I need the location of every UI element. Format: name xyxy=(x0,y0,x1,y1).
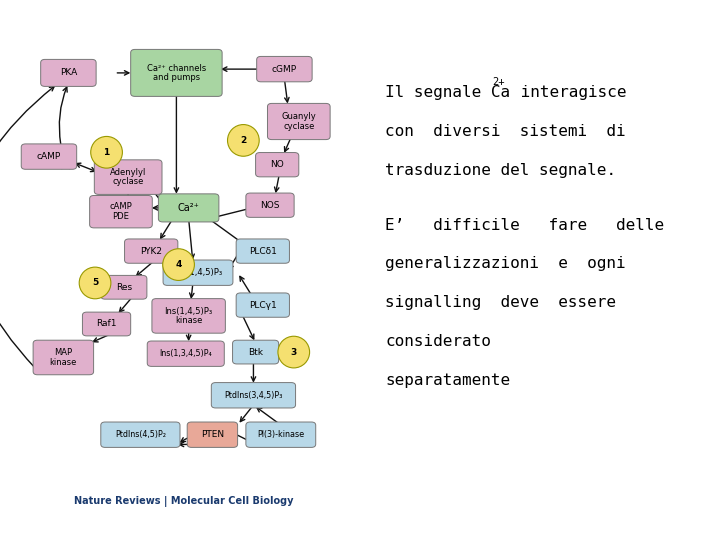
Text: PtdIns(3,4,5)P₃: PtdIns(3,4,5)P₃ xyxy=(224,391,283,400)
FancyBboxPatch shape xyxy=(246,422,316,447)
Text: 2: 2 xyxy=(240,136,246,145)
Text: PKA: PKA xyxy=(60,69,77,77)
Text: MAP
kinase: MAP kinase xyxy=(50,348,77,367)
Text: Ins(1,4,5)P₃: Ins(1,4,5)P₃ xyxy=(174,268,222,277)
FancyBboxPatch shape xyxy=(236,239,289,263)
Text: cGMP: cGMP xyxy=(272,65,297,73)
FancyBboxPatch shape xyxy=(233,340,279,364)
FancyBboxPatch shape xyxy=(212,382,296,408)
Text: Guanyly
cyclase: Guanyly cyclase xyxy=(282,112,316,131)
Text: NOS: NOS xyxy=(260,201,280,210)
FancyBboxPatch shape xyxy=(40,59,96,86)
FancyBboxPatch shape xyxy=(158,194,219,222)
Text: 2+: 2+ xyxy=(492,77,504,87)
Text: NO: NO xyxy=(270,160,284,169)
FancyBboxPatch shape xyxy=(256,152,299,177)
Ellipse shape xyxy=(91,137,122,168)
FancyBboxPatch shape xyxy=(268,104,330,139)
Text: interagisce: interagisce xyxy=(511,85,626,100)
FancyBboxPatch shape xyxy=(152,299,225,333)
Text: PTEN: PTEN xyxy=(201,430,224,439)
FancyBboxPatch shape xyxy=(125,239,178,263)
Text: 5: 5 xyxy=(92,279,98,287)
Ellipse shape xyxy=(228,125,259,156)
Text: separatamente: separatamente xyxy=(385,373,510,388)
Text: considerato: considerato xyxy=(385,334,491,349)
FancyBboxPatch shape xyxy=(131,50,222,96)
Ellipse shape xyxy=(79,267,111,299)
FancyBboxPatch shape xyxy=(94,160,162,194)
Text: PI(3)-kinase: PI(3)-kinase xyxy=(257,430,305,439)
Text: Ca²⁺: Ca²⁺ xyxy=(178,203,199,213)
Text: Ins(1,4,5)P₃
kinase: Ins(1,4,5)P₃ kinase xyxy=(165,307,212,325)
Text: 1: 1 xyxy=(104,148,109,157)
Text: Btk: Btk xyxy=(248,348,263,356)
Text: Res: Res xyxy=(116,283,132,292)
FancyBboxPatch shape xyxy=(257,56,312,82)
Text: Ins(1,3,4,5)P₄: Ins(1,3,4,5)P₄ xyxy=(159,349,212,358)
Text: E’   difficile   fare   delle: E’ difficile fare delle xyxy=(385,218,665,233)
Text: trasduzione del segnale.: trasduzione del segnale. xyxy=(385,163,616,178)
Text: 4: 4 xyxy=(176,260,181,269)
FancyBboxPatch shape xyxy=(163,260,233,285)
Text: Adenylyl
cyclase: Adenylyl cyclase xyxy=(110,168,146,186)
Text: PtdIns(4,5)P₂: PtdIns(4,5)P₂ xyxy=(115,430,166,439)
FancyBboxPatch shape xyxy=(148,341,225,366)
FancyBboxPatch shape xyxy=(236,293,289,317)
FancyBboxPatch shape xyxy=(82,312,131,336)
Text: 3: 3 xyxy=(291,348,297,356)
Text: Nature Reviews | Molecular Cell Biology: Nature Reviews | Molecular Cell Biology xyxy=(74,496,293,507)
Ellipse shape xyxy=(278,336,310,368)
Text: generalizzazioni  e  ogni: generalizzazioni e ogni xyxy=(385,256,626,272)
Text: Il segnale Ca: Il segnale Ca xyxy=(385,85,510,100)
Text: signalling  deve  essere: signalling deve essere xyxy=(385,295,616,310)
Text: con  diversi  sistemi  di: con diversi sistemi di xyxy=(385,124,626,139)
FancyBboxPatch shape xyxy=(101,422,180,447)
FancyBboxPatch shape xyxy=(187,422,238,447)
Text: PLCδ1: PLCδ1 xyxy=(249,247,276,255)
Text: cAMP: cAMP xyxy=(37,152,61,161)
Text: Ca²⁺ channels
and pumps: Ca²⁺ channels and pumps xyxy=(147,64,206,82)
Text: cAMP
PDE: cAMP PDE xyxy=(109,202,132,221)
Text: Raf1: Raf1 xyxy=(96,320,117,328)
Text: PLCγ1: PLCγ1 xyxy=(249,301,276,309)
FancyBboxPatch shape xyxy=(89,195,153,228)
FancyBboxPatch shape xyxy=(22,144,77,170)
FancyBboxPatch shape xyxy=(246,193,294,217)
Text: PYK2: PYK2 xyxy=(140,247,162,255)
Ellipse shape xyxy=(163,249,194,280)
FancyBboxPatch shape xyxy=(101,275,147,299)
FancyBboxPatch shape xyxy=(33,340,94,375)
